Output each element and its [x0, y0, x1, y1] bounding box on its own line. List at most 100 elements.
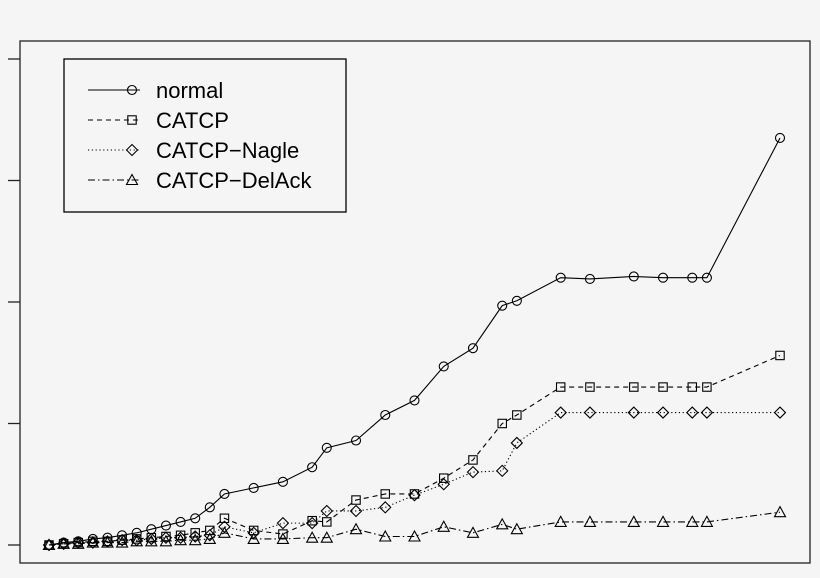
legend-item-3: CATCP−DelAck — [88, 168, 312, 193]
data-point-3-15 — [305, 531, 319, 543]
legend-marker-3 — [125, 173, 139, 186]
legend-label-1: CATCP — [156, 108, 229, 133]
legend-label-0: normal — [156, 78, 223, 103]
data-point-2-11 — [203, 529, 217, 542]
data-point-3-26 — [627, 515, 641, 527]
legend-item-1: CATCP — [88, 108, 229, 133]
data-point-2-21 — [466, 465, 480, 479]
data-point-3-24 — [554, 515, 568, 527]
data-point-1-14 — [278, 529, 288, 539]
data-point-3-7 — [144, 534, 158, 547]
data-point-1-20 — [438, 473, 449, 483]
data-point-1-10 — [190, 528, 200, 538]
data-point-3-8 — [159, 534, 173, 547]
series-layer — [42, 132, 787, 552]
data-point-0-13 — [248, 482, 259, 493]
data-point-2-24 — [554, 406, 567, 419]
data-point-0-10 — [190, 513, 201, 524]
data-point-2-28 — [686, 406, 699, 419]
data-point-3-1 — [57, 537, 71, 549]
data-point-2-14 — [276, 516, 290, 530]
data-point-2-9 — [174, 531, 187, 544]
data-point-3-4 — [101, 535, 114, 548]
data-point-0-26 — [628, 271, 639, 282]
data-point-3-9 — [174, 533, 188, 546]
series-catcp-delack — [42, 505, 787, 551]
data-point-2-3 — [86, 536, 100, 549]
data-point-0-22 — [497, 300, 508, 311]
data-point-1-17 — [351, 495, 361, 505]
data-point-3-22 — [495, 517, 509, 530]
series-catcp-nagle — [42, 406, 787, 552]
legend-marker-1 — [127, 115, 137, 125]
data-point-1-26 — [629, 382, 639, 392]
data-point-1-21 — [468, 455, 478, 465]
data-point-1-30 — [775, 350, 785, 361]
data-point-2-22 — [495, 464, 509, 478]
data-point-2-1 — [57, 537, 70, 551]
data-point-2-12 — [218, 520, 231, 534]
data-point-3-23 — [510, 522, 524, 535]
series-catcp — [44, 350, 785, 550]
legend-item-0: normal — [88, 78, 223, 103]
data-point-2-5 — [115, 533, 129, 547]
data-point-3-18 — [378, 529, 392, 542]
data-point-3-6 — [130, 534, 144, 547]
legend: normal CATCP CATCP−Nagle CATCP−DelAck — [63, 58, 347, 213]
data-point-2-15 — [305, 516, 319, 530]
data-point-2-25 — [583, 406, 597, 419]
data-point-3-14 — [276, 532, 290, 544]
data-point-2-8 — [159, 531, 173, 544]
data-point-1-18 — [380, 489, 391, 499]
data-point-1-15 — [307, 515, 317, 526]
data-point-0-29 — [701, 272, 712, 283]
data-point-2-19 — [408, 488, 421, 502]
data-point-0-6 — [131, 527, 142, 538]
data-point-3-5 — [115, 535, 129, 548]
legend-label-2: CATCP−Nagle — [156, 138, 299, 163]
data-point-0-27 — [657, 272, 669, 283]
data-point-2-13 — [247, 526, 260, 540]
data-point-0-16 — [321, 442, 332, 453]
data-point-3-28 — [685, 515, 699, 527]
data-point-2-18 — [378, 501, 392, 514]
data-point-3-19 — [408, 529, 421, 542]
data-point-3-12 — [218, 526, 231, 538]
data-point-0-9 — [175, 516, 186, 527]
data-point-2-10 — [188, 530, 202, 543]
data-point-0-17 — [350, 435, 362, 446]
data-point-2-27 — [656, 406, 670, 419]
data-point-0-11 — [204, 502, 215, 513]
data-point-2-23 — [510, 436, 524, 450]
data-point-2-20 — [437, 477, 451, 491]
data-point-2-0 — [42, 538, 56, 552]
series-line-2 — [48, 412, 780, 546]
data-point-2-26 — [627, 406, 641, 419]
data-point-0-25 — [584, 273, 595, 284]
data-point-3-21 — [466, 526, 480, 538]
data-point-0-15 — [307, 462, 318, 473]
data-point-3-30 — [773, 505, 787, 518]
legend-marker-2 — [125, 143, 139, 157]
data-point-3-16 — [320, 531, 334, 543]
data-point-1-13 — [248, 525, 259, 536]
data-point-0-23 — [511, 295, 522, 306]
data-point-2-16 — [320, 504, 334, 518]
legend-box — [63, 58, 347, 213]
data-point-1-24 — [555, 382, 566, 392]
legend-marker-0 — [126, 84, 138, 96]
data-point-0-18 — [380, 409, 391, 421]
data-point-3-27 — [656, 515, 670, 527]
data-point-1-11 — [205, 525, 215, 536]
data-point-3-29 — [700, 515, 714, 527]
data-point-1-27 — [658, 382, 668, 392]
data-point-3-10 — [188, 533, 202, 546]
data-point-3-13 — [247, 532, 261, 544]
data-point-0-19 — [409, 395, 420, 406]
data-point-0-28 — [687, 272, 698, 283]
data-point-3-0 — [42, 538, 56, 551]
data-point-2-30 — [773, 406, 787, 419]
legend-label-3: CATCP−DelAck — [156, 168, 312, 193]
